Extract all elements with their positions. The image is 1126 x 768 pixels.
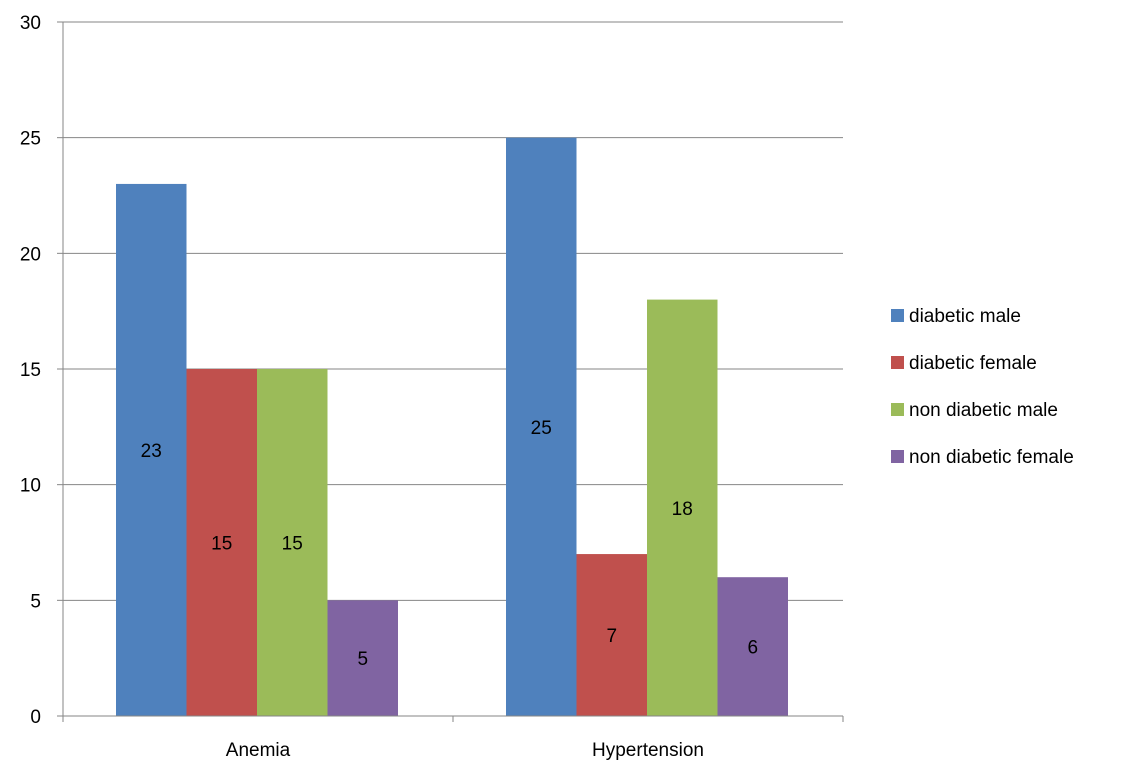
data-label: 25 — [531, 418, 552, 439]
legend: diabetic male diabetic female non diabetic… — [891, 306, 1074, 468]
bar — [576, 554, 647, 716]
bar — [506, 137, 577, 716]
bar — [647, 299, 718, 716]
data-label: 18 — [672, 499, 693, 520]
legend-swatch — [891, 450, 904, 463]
legend-label: diabetic male — [909, 306, 1021, 327]
data-label: 6 — [747, 638, 758, 659]
data-label: 15 — [211, 534, 232, 555]
axes: 0 5 10 15 20 25 30 Anemia Hypertension — [20, 13, 844, 761]
bar — [186, 369, 257, 716]
bar — [257, 369, 328, 716]
bar — [327, 600, 398, 716]
legend-swatch — [891, 356, 904, 369]
y-tick-label: 20 — [20, 244, 41, 265]
legend-swatch — [891, 309, 904, 322]
legend-label: non diabetic male — [909, 400, 1058, 421]
x-tick-label: Anemia — [226, 740, 291, 761]
data-label: 7 — [606, 626, 617, 647]
y-tick-label: 15 — [20, 360, 41, 381]
data-labels: 23 15 15 5 25 7 18 6 — [141, 418, 758, 670]
y-tick-label: 10 — [20, 476, 41, 497]
bars — [116, 137, 788, 716]
data-label: 15 — [282, 534, 303, 555]
y-tick-label: 0 — [30, 707, 41, 728]
y-tick-label: 25 — [20, 129, 41, 150]
legend-swatch — [891, 403, 904, 416]
bar — [116, 183, 187, 716]
x-tick-label: Hypertension — [592, 740, 704, 761]
legend-label: diabetic female — [909, 353, 1037, 374]
data-label: 5 — [357, 649, 368, 670]
y-tick-label: 30 — [20, 13, 41, 34]
data-label: 23 — [141, 441, 162, 462]
y-tick-label: 5 — [30, 591, 41, 612]
bar — [717, 577, 788, 716]
legend-label: non diabetic female — [909, 447, 1074, 468]
